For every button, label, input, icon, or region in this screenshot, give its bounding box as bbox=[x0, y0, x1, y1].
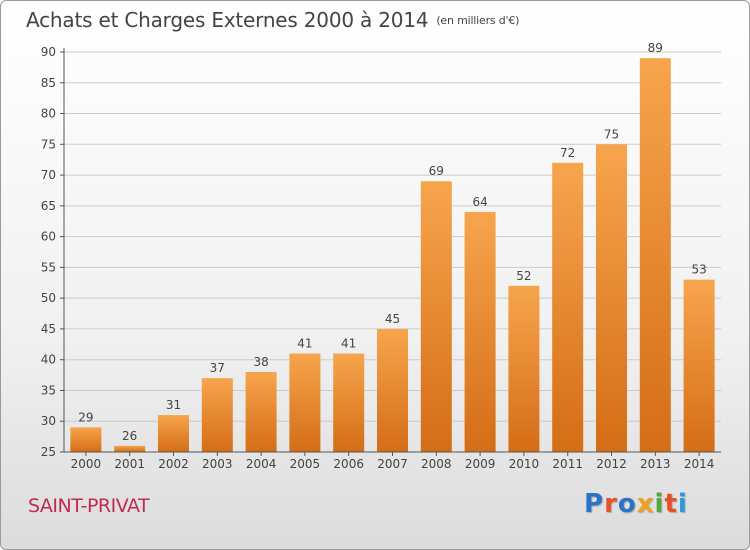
x-tick-label: 2004 bbox=[246, 457, 277, 471]
y-tick-label: 80 bbox=[41, 107, 56, 121]
y-tick-label: 85 bbox=[41, 76, 56, 90]
title-text: Achats et Charges Externes 2000 à 2014 bbox=[26, 8, 429, 32]
bar-value-label: 89 bbox=[648, 41, 663, 55]
y-tick-label: 30 bbox=[41, 414, 56, 428]
bar-2002 bbox=[158, 415, 189, 452]
y-tick-label: 55 bbox=[41, 260, 56, 274]
y-tick-label: 50 bbox=[41, 291, 56, 305]
bar-value-label: 52 bbox=[516, 269, 531, 283]
x-tick-label: 2002 bbox=[158, 457, 189, 471]
y-tick-label: 90 bbox=[41, 45, 56, 59]
y-tick-label: 35 bbox=[41, 383, 56, 397]
bar-value-label: 41 bbox=[297, 337, 312, 351]
y-tick-label: 75 bbox=[41, 137, 56, 151]
bar-2009 bbox=[464, 212, 496, 452]
bar-value-label: 45 bbox=[385, 312, 400, 326]
logo-letter: i bbox=[677, 489, 688, 519]
bar-2008 bbox=[420, 181, 452, 452]
bar-2006 bbox=[333, 353, 365, 452]
bar-2014 bbox=[683, 279, 715, 452]
y-tick-label: 65 bbox=[41, 199, 56, 213]
y-tick-label: 70 bbox=[41, 168, 56, 182]
bar-2007 bbox=[377, 328, 408, 452]
x-tick-label: 2013 bbox=[640, 457, 671, 471]
axis-layer: 25 30 35 40 45 50 55 60 65 70 75 80 85 90 2000 2001 2002… bbox=[41, 45, 721, 471]
bar-2003 bbox=[201, 378, 233, 452]
bar-value-label: 72 bbox=[560, 146, 575, 160]
y-tick-label: 60 bbox=[41, 230, 56, 244]
x-tick-label: 2010 bbox=[509, 457, 540, 471]
y-tick-label: 25 bbox=[41, 445, 56, 459]
bar-2011 bbox=[552, 162, 584, 452]
x-tick-label: 2000 bbox=[71, 457, 102, 471]
bar-value-label: 31 bbox=[166, 398, 181, 412]
y-tick-label: 45 bbox=[41, 322, 56, 336]
x-tick-label: 2012 bbox=[596, 457, 627, 471]
y-tick-label: 40 bbox=[41, 353, 56, 367]
x-tick-label: 2001 bbox=[114, 457, 145, 471]
logo-letter: i bbox=[654, 489, 665, 519]
proxiti-logo: Proxiti bbox=[584, 489, 688, 519]
x-tick-label: 2014 bbox=[684, 457, 715, 471]
bar-2001 bbox=[114, 445, 146, 452]
logo-letter: o bbox=[617, 489, 637, 519]
bar-value-label: 53 bbox=[691, 263, 706, 277]
bar-2005 bbox=[289, 353, 321, 452]
x-tick-label: 2005 bbox=[290, 457, 321, 471]
bar-layer: 29 26 31 37 38 41 41 45 69 64 52 72 75 89 53 bbox=[70, 41, 715, 453]
city-name: SAINT-PRIVAT bbox=[28, 495, 150, 517]
bar-2013 bbox=[639, 58, 671, 453]
x-tick-label: 2007 bbox=[377, 457, 408, 471]
x-tick-label: 2003 bbox=[202, 457, 233, 471]
bar-value-label: 75 bbox=[604, 127, 619, 141]
bar-value-label: 41 bbox=[341, 337, 356, 351]
x-tick-label: 2008 bbox=[421, 457, 452, 471]
logo-letter: r bbox=[604, 489, 618, 519]
title-unit: (en milliers d'€) bbox=[436, 14, 520, 27]
bar-value-label: 29 bbox=[78, 410, 93, 424]
bar-value-label: 37 bbox=[210, 361, 225, 375]
bar-value-label: 69 bbox=[429, 164, 444, 178]
logo-letter: x bbox=[636, 489, 655, 519]
bar-2000 bbox=[70, 427, 102, 452]
chart-title: Achats et Charges Externes 2000 à 2014 (e… bbox=[26, 8, 519, 32]
bar-2004 bbox=[245, 372, 277, 452]
x-tick-label: 2011 bbox=[552, 457, 583, 471]
bar-value-label: 38 bbox=[253, 355, 268, 369]
logo-letter: t bbox=[664, 489, 678, 519]
x-tick-label: 2006 bbox=[333, 457, 364, 471]
bar-value-label: 64 bbox=[472, 195, 487, 209]
logo-letter: P bbox=[584, 489, 605, 519]
bar-2012 bbox=[596, 144, 627, 453]
x-tick-label: 2009 bbox=[465, 457, 496, 471]
bar-2010 bbox=[508, 285, 540, 452]
bar-value-label: 26 bbox=[122, 429, 137, 443]
